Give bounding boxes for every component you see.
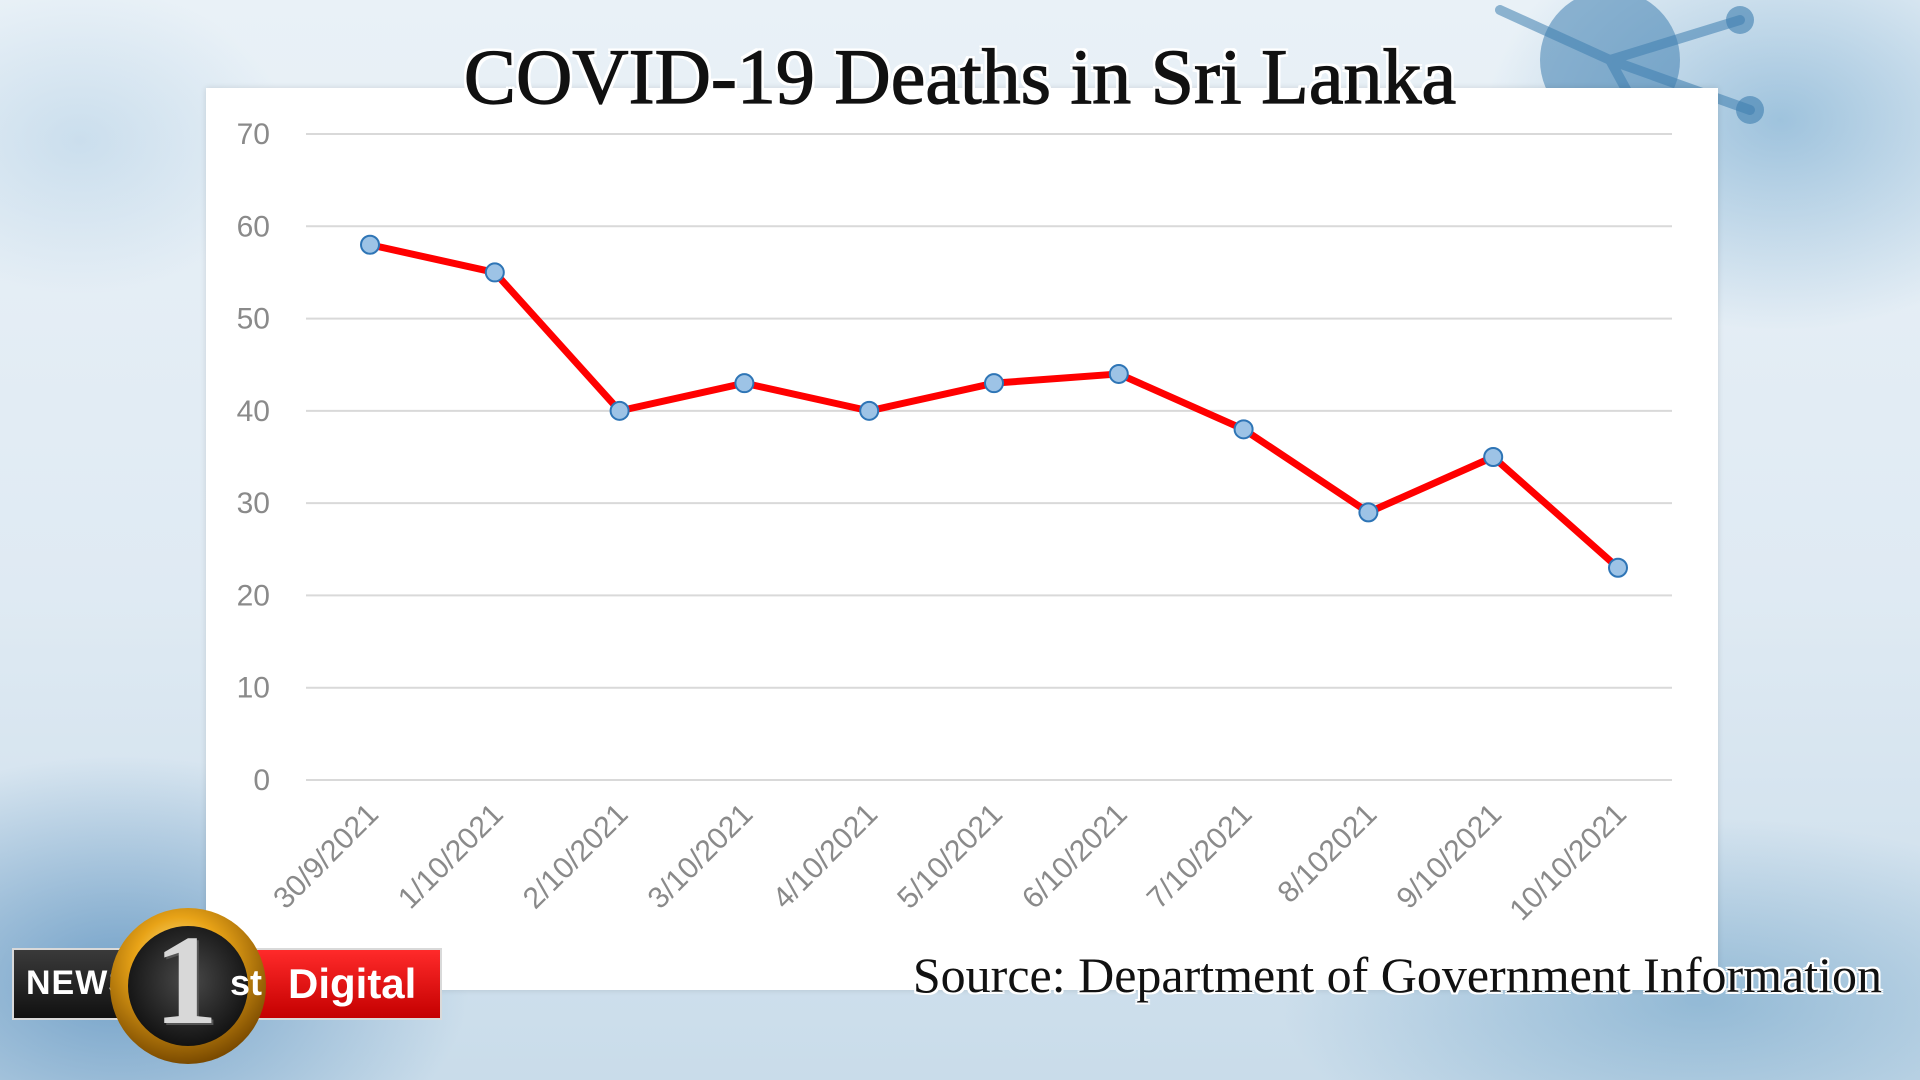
data-point <box>859 400 880 421</box>
line-chart: 0 10 20 30 40 50 60 70 30/9/2021 1/10/2021 2/10/2… <box>237 118 1672 928</box>
gridlines <box>306 133 1672 781</box>
source-note: Source: Department of Government Informa… <box>912 947 1882 1003</box>
y-tick-label: 50 <box>237 303 270 336</box>
logo-digital-text: Digital <box>288 960 417 1007</box>
x-tick-label: 5/10/2021 <box>891 798 1009 916</box>
y-tick-label: 40 <box>237 395 270 428</box>
y-tick-label: 10 <box>237 672 270 705</box>
data-point <box>609 400 630 421</box>
x-tick-label: 6/10/2021 <box>1016 798 1134 916</box>
chart-panel: 0 10 20 30 40 50 60 70 30/9/2021 1/10/2021 2/10/2… <box>206 88 1718 990</box>
x-tick-label: 1/10/2021 <box>392 798 510 916</box>
x-tick-label: 9/10/2021 <box>1390 798 1508 916</box>
data-point <box>1108 363 1129 384</box>
x-tick-label: 4/10/2021 <box>766 798 884 916</box>
data-point <box>984 373 1004 394</box>
news1st-digital-logo: NEWS 1 st Digital <box>12 906 448 1066</box>
x-tick-label: 30/9/2021 <box>267 798 385 916</box>
logo-st-text: st <box>230 962 263 1003</box>
y-tick-label: 70 <box>237 118 270 151</box>
x-axis-ticks: 30/9/2021 1/10/2021 2/10/2021 3/10/2021 4/10… <box>267 798 1633 928</box>
y-tick-label: 30 <box>237 487 270 520</box>
data-point <box>1233 419 1254 440</box>
data-point <box>1483 447 1504 467</box>
data-series <box>360 234 1628 578</box>
y-axis-ticks: 0 10 20 30 40 50 60 70 <box>237 118 270 797</box>
data-point <box>1358 502 1379 523</box>
logo-gold-disc <box>110 908 266 1064</box>
logo-digital-box <box>248 948 442 1020</box>
x-tick-label: 10/10/2021 <box>1503 798 1633 928</box>
y-tick-label: 0 <box>253 764 270 797</box>
x-tick-label: 8/102021 <box>1272 798 1384 910</box>
x-tick-label: 3/10/2021 <box>642 798 760 916</box>
y-tick-label: 20 <box>237 579 270 612</box>
chart-title: COVID-19 Deaths in Sri Lanka <box>463 33 1457 120</box>
data-point <box>1608 557 1628 578</box>
data-point <box>734 373 755 394</box>
logo-one-text: 1 <box>154 909 218 1051</box>
data-point <box>484 262 505 283</box>
x-tick-label: 2/10/2021 <box>517 798 635 916</box>
x-tick-label: 7/10/2021 <box>1141 798 1259 916</box>
series-line <box>366 241 1622 572</box>
y-tick-label: 60 <box>237 210 270 243</box>
data-point <box>360 234 380 255</box>
